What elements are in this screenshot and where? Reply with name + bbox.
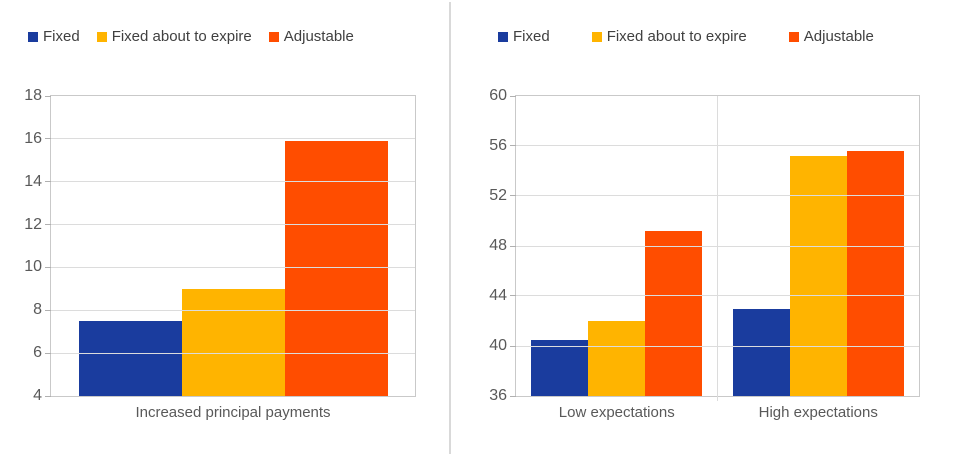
fixed-swatch-icon — [28, 31, 38, 42]
y-axis-tick — [45, 138, 51, 140]
y-tick-label: 8 — [33, 301, 42, 319]
legend-label: Adjustable — [803, 28, 874, 45]
y-axis-tick — [510, 395, 516, 397]
legend-item: Fixed — [498, 28, 550, 45]
legend: Fixed Fixed about to expire Adjustable — [498, 28, 874, 45]
bar-fixed-about-to-expire — [588, 321, 646, 396]
fixed-swatch-icon — [498, 31, 508, 42]
y-tick-label: 4 — [33, 387, 42, 404]
category-separator-gridline — [717, 96, 718, 401]
y-tick-label: 56 — [489, 137, 507, 154]
bar-fixed — [531, 339, 589, 396]
bar-groups — [516, 96, 919, 396]
plot-area: 4 6 8 10 12 14 16 18 Increased principal payment… — [24, 87, 416, 421]
y-axis-tick — [45, 395, 51, 397]
bar-group — [516, 96, 718, 396]
y-axis-tick — [45, 352, 51, 354]
y-tick-label: 18 — [24, 87, 42, 104]
legend-label: Adjustable — [283, 28, 354, 45]
legend-item: Adjustable — [268, 28, 354, 45]
adjustable-swatch-icon — [268, 31, 279, 42]
legend: Fixed Fixed about to expire Adjustable — [28, 28, 354, 45]
y-axis-tick — [510, 245, 516, 247]
bar-group — [51, 96, 415, 396]
y-tick-label: 52 — [489, 187, 507, 204]
fixed-about-to-expire-swatch-icon — [591, 31, 602, 42]
y-tick-label: 16 — [24, 129, 42, 147]
y-axis-tick — [510, 95, 516, 97]
x-category-label: High expectations — [758, 404, 878, 421]
y-axis-tick — [45, 309, 51, 311]
y-tick-label: 12 — [24, 215, 42, 233]
y-axis-tick — [45, 181, 51, 183]
bar-fixed — [732, 308, 790, 396]
gridline — [51, 138, 415, 140]
y-axis-tick — [45, 266, 51, 268]
legend-label: Fixed about to expire — [606, 28, 747, 45]
y-tick-label: 6 — [33, 344, 42, 362]
bar-fixed — [78, 321, 182, 396]
bar-adjustable — [846, 151, 904, 396]
bar-adjustable — [284, 141, 388, 396]
adjustable-swatch-icon — [788, 31, 799, 42]
x-axis-labels: Low expectations High expectations — [516, 404, 919, 421]
legend-item: Fixed — [28, 28, 80, 45]
y-axis-tick — [510, 195, 516, 197]
plot-area: 36 40 44 48 52 56 60 Low expectations High expec… — [489, 87, 920, 421]
y-tick-label: 10 — [24, 258, 42, 276]
y-tick-label: 14 — [24, 172, 42, 190]
gridline — [51, 266, 415, 268]
legend-item: Adjustable — [788, 28, 874, 45]
y-axis-tick — [45, 224, 51, 226]
gridline — [51, 352, 415, 354]
fixed-about-to-expire-swatch-icon — [96, 31, 107, 42]
gridline — [51, 224, 415, 226]
x-category-label: Increased principal payments — [135, 404, 331, 421]
y-tick-label: 40 — [489, 337, 507, 354]
bar-fixed-about-to-expire — [789, 156, 847, 396]
y-axis-tick — [45, 95, 51, 97]
legend-label: Fixed about to expire — [111, 28, 252, 45]
chart-right-panel: Fixed Fixed about to expire Adjustable 36 4… — [455, 0, 960, 460]
y-tick-label: 60 — [489, 87, 507, 104]
y-tick-label: 48 — [489, 237, 507, 254]
y-axis-tick — [510, 145, 516, 147]
bar-adjustable — [645, 231, 703, 396]
bar-fixed-about-to-expire — [181, 288, 285, 396]
y-axis-tick — [510, 345, 516, 347]
gridline — [51, 309, 415, 311]
y-axis-tick — [510, 295, 516, 297]
legend-item: Fixed about to expire — [591, 28, 747, 45]
legend-label: Fixed — [513, 28, 550, 45]
x-category-label: Low expectations — [558, 404, 675, 421]
legend-label: Fixed — [43, 28, 80, 45]
panel-divider — [449, 2, 451, 454]
bar-groups — [51, 96, 415, 396]
legend-item: Fixed about to expire — [96, 28, 252, 45]
gridline — [51, 181, 415, 183]
chart-left-panel: Fixed Fixed about to expire Adjustable 4 6 8… — [0, 0, 448, 460]
y-tick-label: 44 — [489, 287, 507, 304]
y-tick-label: 36 — [489, 387, 507, 404]
x-axis-labels: Increased principal payments — [51, 404, 415, 421]
